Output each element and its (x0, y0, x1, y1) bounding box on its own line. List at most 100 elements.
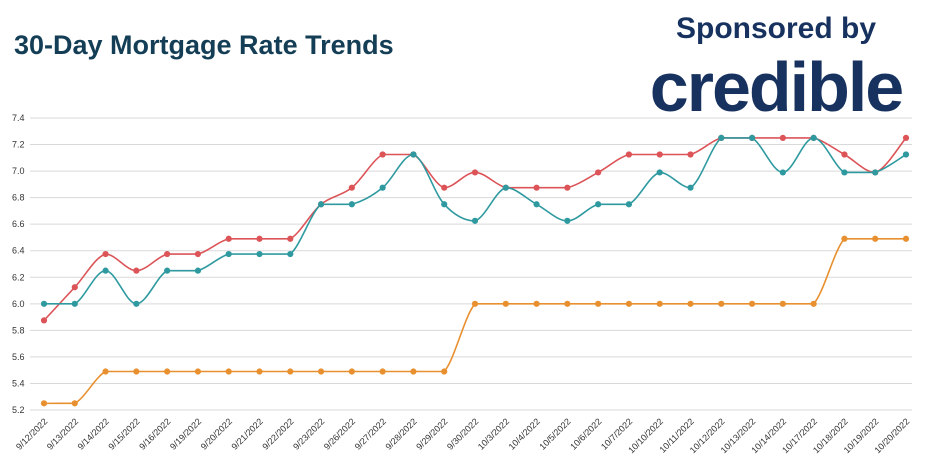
data-point (194, 267, 202, 274)
y-tick-label: 5.6 (12, 352, 25, 362)
x-tick-label: 9/23/2022 (291, 416, 326, 451)
data-point (502, 300, 509, 307)
series-points (40, 134, 910, 407)
data-point (71, 400, 78, 407)
x-tick-label: 9/26/2022 (322, 416, 357, 451)
data-point (841, 169, 848, 176)
data-point (102, 368, 109, 375)
data-point (748, 300, 756, 307)
data-point (317, 201, 325, 208)
data-point (595, 169, 602, 176)
data-point (164, 368, 171, 375)
data-point (348, 201, 355, 208)
data-point (40, 300, 48, 307)
data-point (533, 201, 540, 208)
data-point (471, 300, 479, 307)
x-tick-label: 9/28/2022 (383, 416, 418, 451)
data-point (810, 300, 817, 307)
data-point (225, 368, 232, 375)
data-point (564, 300, 571, 307)
data-point (164, 250, 171, 258)
y-tick-label: 5.2 (12, 405, 25, 415)
data-point (533, 300, 540, 307)
data-point (379, 151, 386, 158)
data-point (687, 300, 694, 307)
data-point (441, 184, 448, 191)
data-point (471, 169, 479, 176)
data-point (625, 201, 633, 208)
data-point (287, 235, 294, 242)
series-lines (43, 137, 907, 405)
data-point (225, 250, 232, 258)
data-point (71, 300, 78, 307)
data-point (348, 368, 355, 375)
data-point (71, 284, 78, 291)
x-tick-label: 10/6/2022 (568, 416, 603, 451)
y-tick-label: 5.4 (12, 378, 25, 388)
data-point (718, 300, 725, 307)
series-line-3 (43, 237, 906, 405)
data-point (441, 368, 448, 375)
data-point (410, 368, 417, 375)
data-point (441, 201, 448, 208)
x-tick-label: 9/16/2022 (137, 416, 172, 451)
series-line-1 (43, 137, 907, 321)
data-point (379, 368, 386, 375)
data-point (748, 134, 756, 142)
data-point (317, 368, 325, 375)
data-point (348, 184, 355, 191)
data-point (102, 267, 109, 274)
y-tick-label: 7.0 (12, 166, 25, 176)
x-tick-label: 9/15/2022 (106, 416, 141, 451)
data-point (687, 151, 694, 158)
data-point (164, 267, 171, 274)
x-tick-label: 9/21/2022 (230, 416, 265, 451)
x-axis-labels: 9/12/20229/13/20229/14/20229/15/20229/16… (14, 416, 911, 455)
data-point (40, 400, 48, 407)
y-axis-labels: 5.2 5.4 5.6 5.8 6.0 6.2 6.4 6.6 6.8 7.0 7.2 7.4 (12, 113, 25, 415)
sponsor-logo: credible (649, 48, 904, 126)
sponsor-label: Sponsored by (675, 12, 877, 45)
data-point (779, 134, 786, 142)
data-point (656, 169, 663, 176)
data-point (656, 151, 663, 158)
y-tick-label: 6.0 (12, 299, 25, 309)
data-point (256, 235, 263, 242)
sponsor-block: Sponsored by credible (640, 8, 912, 122)
x-tick-label: 9/30/2022 (445, 416, 480, 451)
y-tick-label: 7.2 (12, 140, 25, 150)
data-point (40, 317, 48, 324)
data-point (133, 300, 140, 307)
x-tick-label: 10/4/2022 (507, 416, 542, 451)
data-point (287, 368, 294, 375)
x-tick-label: 9/12/2022 (14, 416, 49, 451)
data-point (902, 235, 910, 242)
x-tick-label: 9/27/2022 (353, 416, 388, 451)
x-tick-label: 9/19/2022 (168, 416, 203, 451)
y-tick-label: 6.8 (12, 193, 25, 203)
data-point (625, 300, 633, 307)
data-point (410, 151, 417, 158)
data-point (687, 184, 694, 191)
data-point (902, 151, 910, 158)
data-point (133, 267, 140, 274)
data-point (225, 235, 232, 242)
x-tick-label: 10/5/2022 (537, 416, 572, 451)
page-title: 30-Day Mortgage Rate Trends (14, 30, 394, 60)
data-point (625, 151, 633, 158)
data-point (810, 134, 817, 142)
grid-lines (30, 117, 912, 411)
data-point (779, 169, 786, 176)
y-tick-label: 5.8 (12, 325, 25, 335)
x-tick-label: 9/14/2022 (76, 416, 111, 451)
data-point (194, 368, 202, 375)
data-point (564, 217, 571, 224)
data-point (533, 184, 540, 191)
x-tick-label: 10/3/2022 (476, 416, 511, 451)
y-tick-label: 6.6 (12, 219, 25, 229)
data-point (287, 250, 294, 258)
data-point (194, 250, 202, 258)
data-point (595, 300, 602, 307)
data-point (718, 134, 725, 142)
